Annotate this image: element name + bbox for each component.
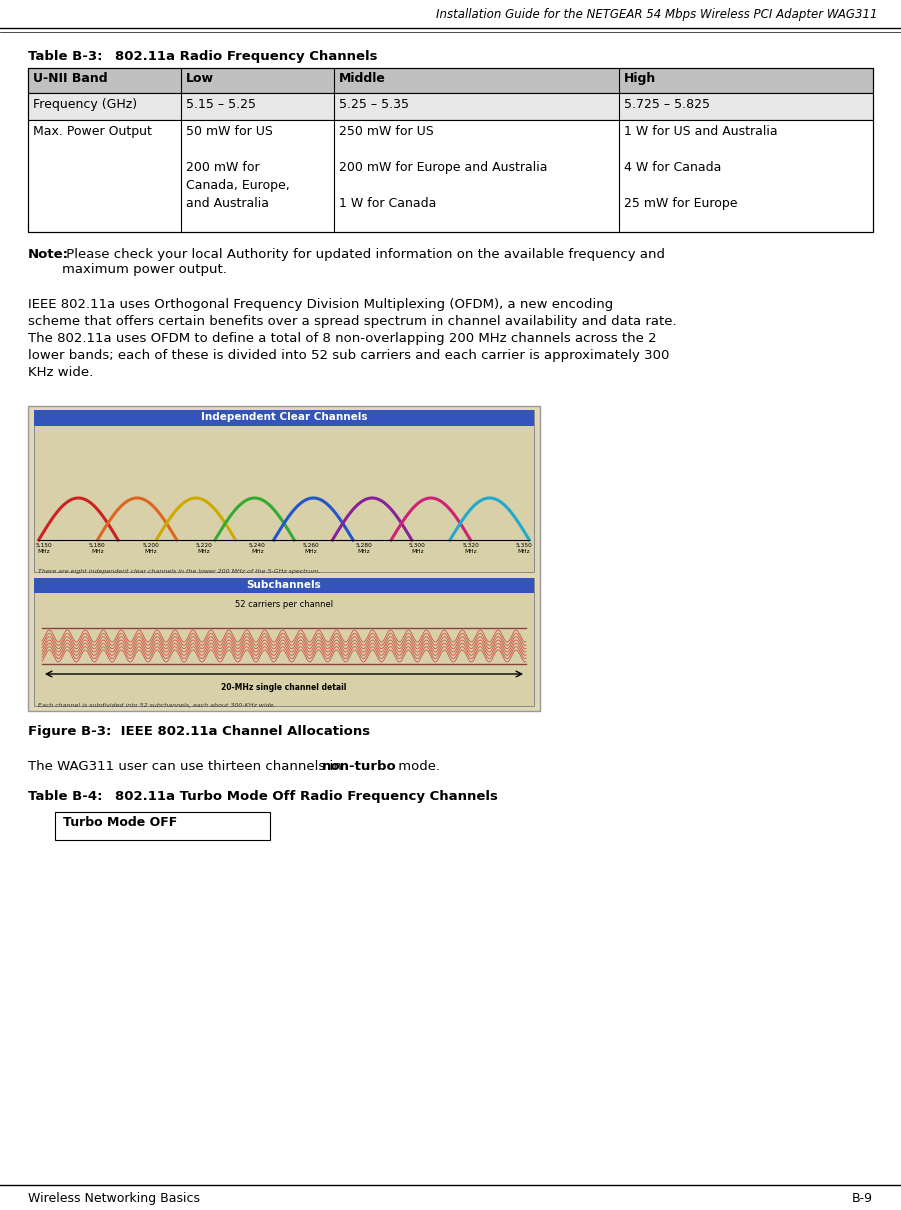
Bar [34, 410, 534, 572]
Bar [55, 812, 270, 840]
Text: Turbo Mode OFF: Turbo Mode OFF [63, 816, 177, 829]
Text: 5,150
MHz: 5,150 MHz [36, 543, 52, 554]
Text: Table B-3:: Table B-3: [28, 50, 103, 63]
Text: 5.25 – 5.35: 5.25 – 5.35 [339, 98, 409, 111]
Text: 250 mW for US

200 mW for Europe and Australia

1 W for Canada: 250 mW for US 200 mW for Europe and Aust… [339, 125, 548, 211]
Text: non-turbo: non-turbo [322, 760, 396, 773]
Bar [28, 68, 873, 232]
Text: 5.725 – 5.825: 5.725 – 5.825 [624, 98, 710, 111]
Text: 1 W for US and Australia

4 W for Canada

25 mW for Europe: 1 W for US and Australia 4 W for Canada … [624, 125, 778, 211]
Text: 5,320
MHz: 5,320 MHz [462, 543, 479, 554]
Text: 50 mW for US

200 mW for
Canada, Europe,
and Australia: 50 mW for US 200 mW for Canada, Europe, … [186, 125, 290, 211]
Text: 5,200
MHz: 5,200 MHz [142, 543, 159, 554]
Text: Table B-4:: Table B-4: [28, 790, 103, 803]
Bar [34, 578, 534, 593]
Text: 52 carriers per channel: 52 carriers per channel [235, 600, 333, 609]
Text: 5,220
MHz: 5,220 MHz [196, 543, 213, 554]
Text: 802.11a Radio Frequency Channels: 802.11a Radio Frequency Channels [115, 50, 378, 63]
Text: 5,180
MHz: 5,180 MHz [89, 543, 105, 554]
Text: Frequency (GHz): Frequency (GHz) [33, 98, 137, 111]
Text: Installation Guide for the NETGEAR 54 Mbps Wireless PCI Adapter WAG311: Installation Guide for the NETGEAR 54 Mb… [436, 8, 878, 21]
Text: There are eight independent clear channels in the lower 200 MHz of the 5-GHz spe: There are eight independent clear channe… [38, 569, 321, 574]
Text: Figure B-3:  IEEE 802.11a Channel Allocations: Figure B-3: IEEE 802.11a Channel Allocat… [28, 725, 370, 738]
Bar [28, 407, 540, 711]
Text: 20-MHz single channel detail: 20-MHz single channel detail [222, 682, 347, 692]
Text: Please check your local Authority for updated information on the available frequ: Please check your local Authority for up… [62, 248, 665, 276]
Bar [28, 120, 873, 232]
Text: 5,300
MHz: 5,300 MHz [409, 543, 426, 554]
Text: 5,260
MHz: 5,260 MHz [303, 543, 319, 554]
Text: Low: Low [186, 73, 214, 85]
Bar [34, 578, 534, 705]
Bar [34, 410, 534, 426]
Text: Each channel is subdivided into 52 subchannels, each about 300-KHz wide.: Each channel is subdivided into 52 subch… [38, 703, 276, 708]
Text: Max. Power Output: Max. Power Output [33, 125, 152, 138]
Text: 5,280
MHz: 5,280 MHz [356, 543, 372, 554]
Bar [28, 68, 873, 93]
Text: 5,240
MHz: 5,240 MHz [249, 543, 266, 554]
Text: 802.11a Turbo Mode Off Radio Frequency Channels: 802.11a Turbo Mode Off Radio Frequency C… [115, 790, 498, 803]
Text: Middle: Middle [339, 73, 386, 85]
Text: IEEE 802.11a uses Orthogonal Frequency Division Multiplexing (OFDM), a new encod: IEEE 802.11a uses Orthogonal Frequency D… [28, 298, 677, 379]
Text: The WAG311 user can use thirteen channels in: The WAG311 user can use thirteen channel… [28, 760, 346, 773]
Text: Subchannels: Subchannels [247, 580, 322, 590]
Text: High: High [624, 73, 656, 85]
Text: 5,350
MHz: 5,350 MHz [515, 543, 532, 554]
Text: Wireless Networking Basics: Wireless Networking Basics [28, 1192, 200, 1205]
Text: mode.: mode. [394, 760, 440, 773]
Text: U-NII Band: U-NII Band [33, 73, 107, 85]
Bar [28, 93, 873, 120]
Text: 5.15 – 5.25: 5.15 – 5.25 [186, 98, 256, 111]
Text: Note:: Note: [28, 248, 69, 261]
Text: Independent Clear Channels: Independent Clear Channels [201, 411, 368, 422]
Text: B-9: B-9 [852, 1192, 873, 1205]
